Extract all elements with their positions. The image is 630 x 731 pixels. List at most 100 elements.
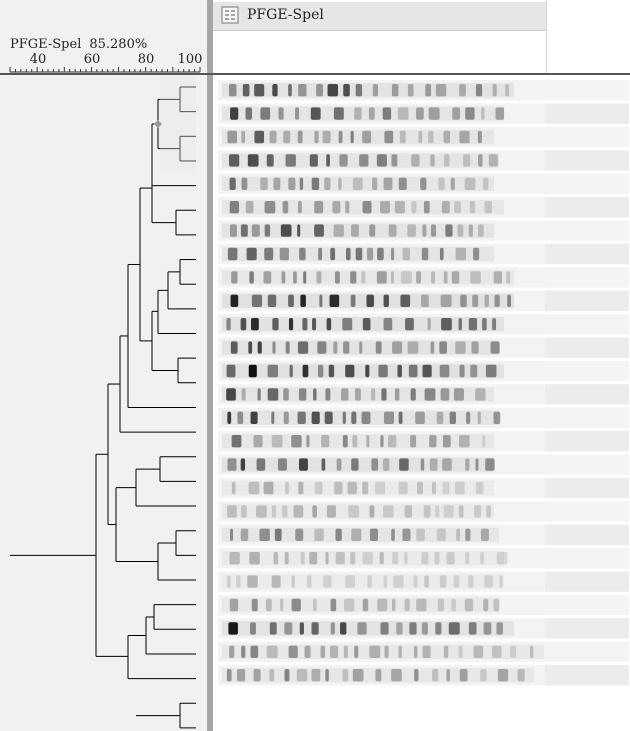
gel-band xyxy=(341,388,349,401)
lane-info-cell xyxy=(545,314,629,335)
gel-band xyxy=(443,154,450,167)
gel-lane xyxy=(218,431,629,452)
gel-band xyxy=(297,201,302,214)
gel-band xyxy=(264,224,271,237)
gel-band xyxy=(343,645,348,658)
gel-band xyxy=(240,318,247,331)
gel-band xyxy=(351,528,362,541)
gel-band xyxy=(477,411,481,424)
gel-band xyxy=(374,481,386,495)
gel-band xyxy=(351,458,359,471)
gel-band xyxy=(226,364,236,378)
gel-band xyxy=(241,177,248,190)
gel-band xyxy=(391,598,396,612)
gel-band xyxy=(459,84,466,97)
gel-band xyxy=(333,341,338,354)
gel-band xyxy=(399,130,406,144)
gel-band xyxy=(423,201,430,214)
gel-band xyxy=(250,411,258,424)
gel-band xyxy=(312,318,317,331)
gel-band xyxy=(365,364,370,378)
gel-band xyxy=(299,458,308,471)
gel-band xyxy=(229,177,236,190)
gel-band xyxy=(410,435,417,448)
gel-band xyxy=(251,598,258,612)
gel-lane xyxy=(218,454,629,475)
gel-band xyxy=(420,294,429,307)
gel-band xyxy=(352,669,364,682)
gel-band xyxy=(362,552,373,565)
gel-band xyxy=(402,528,411,541)
gel-band xyxy=(383,411,394,424)
gel-band xyxy=(230,294,239,307)
gel-band xyxy=(318,364,324,378)
gel-band xyxy=(507,294,512,307)
gel-band xyxy=(249,552,260,565)
gel-band xyxy=(318,247,323,261)
lane-info-cell xyxy=(545,220,629,241)
gel-band xyxy=(398,481,408,495)
gel-band xyxy=(384,130,394,144)
gel-lane xyxy=(218,594,629,616)
gel-band xyxy=(448,622,460,635)
gel-band xyxy=(376,154,387,167)
similarity-scale-ruler xyxy=(9,67,201,73)
gel-band xyxy=(242,84,250,97)
gel-band xyxy=(456,528,461,541)
gel-band xyxy=(505,84,509,97)
gel-band xyxy=(255,505,267,518)
gel-band xyxy=(388,224,397,237)
gel-band xyxy=(321,458,326,471)
gel-band xyxy=(410,388,416,401)
gel-band xyxy=(352,435,358,448)
gel-band xyxy=(484,201,493,214)
gel-band xyxy=(468,318,478,331)
gel-band xyxy=(407,224,416,237)
gel-band xyxy=(416,528,425,541)
gel-band xyxy=(237,411,244,424)
gel-band xyxy=(392,552,399,565)
gel-band xyxy=(416,107,424,120)
gel-band xyxy=(345,247,351,261)
gel-band xyxy=(229,201,240,214)
gel-band xyxy=(324,177,331,190)
gel-band xyxy=(468,575,474,588)
gel-band xyxy=(330,622,335,635)
gel-band xyxy=(423,505,431,518)
gel-band xyxy=(435,84,447,97)
gel-band xyxy=(391,669,402,682)
gel-band xyxy=(366,247,374,261)
pane-splitter[interactable] xyxy=(207,0,213,731)
lane-info-cell xyxy=(545,80,629,101)
gel-band xyxy=(457,224,464,237)
gel-band xyxy=(439,575,447,588)
gel-band xyxy=(259,528,270,541)
gel-band xyxy=(468,224,473,237)
gel-band xyxy=(335,552,345,565)
gel-band xyxy=(247,575,258,588)
gel-band xyxy=(397,107,409,120)
gel-lane xyxy=(218,641,629,662)
lane-info-cell xyxy=(545,641,629,662)
gel-band xyxy=(492,645,502,658)
gel-band xyxy=(343,341,350,354)
gel-band xyxy=(298,84,307,97)
gel-band xyxy=(291,575,295,588)
gel-band xyxy=(350,552,356,565)
gel-band xyxy=(397,364,402,378)
gel-band xyxy=(439,364,450,378)
gel-band xyxy=(464,598,474,612)
gel-band xyxy=(297,341,309,354)
gel-band xyxy=(368,107,375,120)
lane-info-cell xyxy=(545,665,629,686)
gel-band xyxy=(297,224,301,237)
gel-band xyxy=(267,388,279,401)
gel-band xyxy=(296,669,308,682)
gel-band xyxy=(254,130,265,144)
gel-column-header[interactable]: PFGE-Spel xyxy=(213,2,546,31)
gel-band xyxy=(338,130,343,144)
gel-band xyxy=(247,154,259,167)
gel-band xyxy=(407,84,414,97)
gel-lane xyxy=(218,197,629,218)
gel-band xyxy=(288,318,294,331)
